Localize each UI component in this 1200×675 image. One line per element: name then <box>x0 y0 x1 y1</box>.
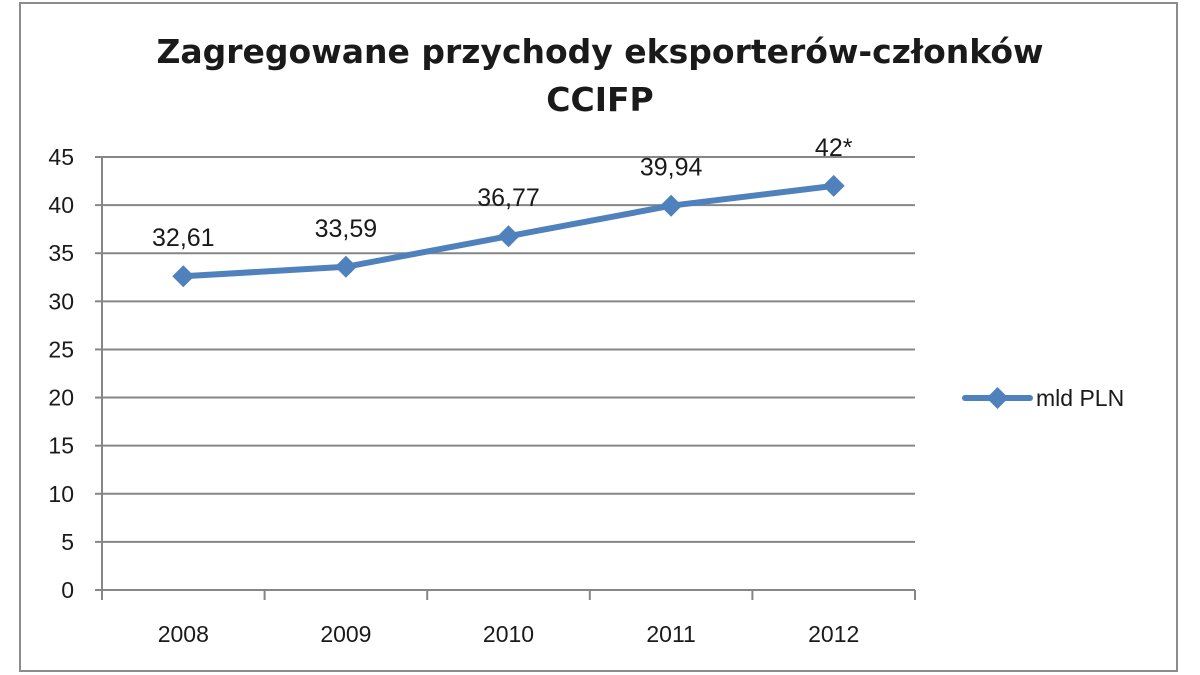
data-label: 42* <box>815 134 853 162</box>
y-tick-label: 35 <box>48 240 74 266</box>
y-tick-label: 30 <box>48 288 74 314</box>
x-tick-label: 2009 <box>320 621 371 647</box>
data-label: 32,61 <box>152 224 215 252</box>
legend-marker <box>986 387 1009 409</box>
x-tick-label: 2010 <box>483 621 534 647</box>
chart-title-line-1: Zagregowane przychody eksporterów-członk… <box>156 32 1044 71</box>
legend: mld PLN <box>962 385 1124 411</box>
legend-label: mld PLN <box>1036 385 1124 411</box>
y-tick-label: 5 <box>61 529 74 555</box>
chart-frame <box>19 2 1178 672</box>
x-tick-label: 2011 <box>646 621 695 647</box>
y-tick-label: 0 <box>61 577 74 603</box>
gridlines <box>102 156 915 543</box>
y-tick-label: 20 <box>48 385 74 411</box>
y-tick-label: 40 <box>48 192 74 218</box>
y-tick-label: 25 <box>48 336 74 362</box>
data-labels: 32,61 33,59 36,77 39,94 42* <box>152 134 853 252</box>
data-label: 33,59 <box>315 215 378 243</box>
axes <box>95 156 916 600</box>
chart-title-line-2: CCIFP <box>546 80 654 119</box>
x-tick-label: 2008 <box>158 621 209 647</box>
y-tick-label: 15 <box>48 433 74 459</box>
data-point-marker <box>660 194 683 217</box>
data-point-marker <box>334 255 357 278</box>
y-tick-label: 45 <box>48 144 74 170</box>
data-point-marker <box>822 174 845 197</box>
data-label: 39,94 <box>640 154 703 182</box>
y-axis-tick-labels: 0 5 10 15 20 25 30 35 40 45 <box>48 144 74 603</box>
y-tick-label: 10 <box>48 481 74 507</box>
data-point-marker <box>497 225 520 248</box>
data-point-marker <box>172 265 195 288</box>
data-label: 36,77 <box>477 184 540 212</box>
x-tick-label: 2012 <box>808 621 859 647</box>
series-mld-pln <box>172 174 845 288</box>
x-axis-tick-labels: 2008 2009 2010 2011 2012 <box>158 621 860 647</box>
